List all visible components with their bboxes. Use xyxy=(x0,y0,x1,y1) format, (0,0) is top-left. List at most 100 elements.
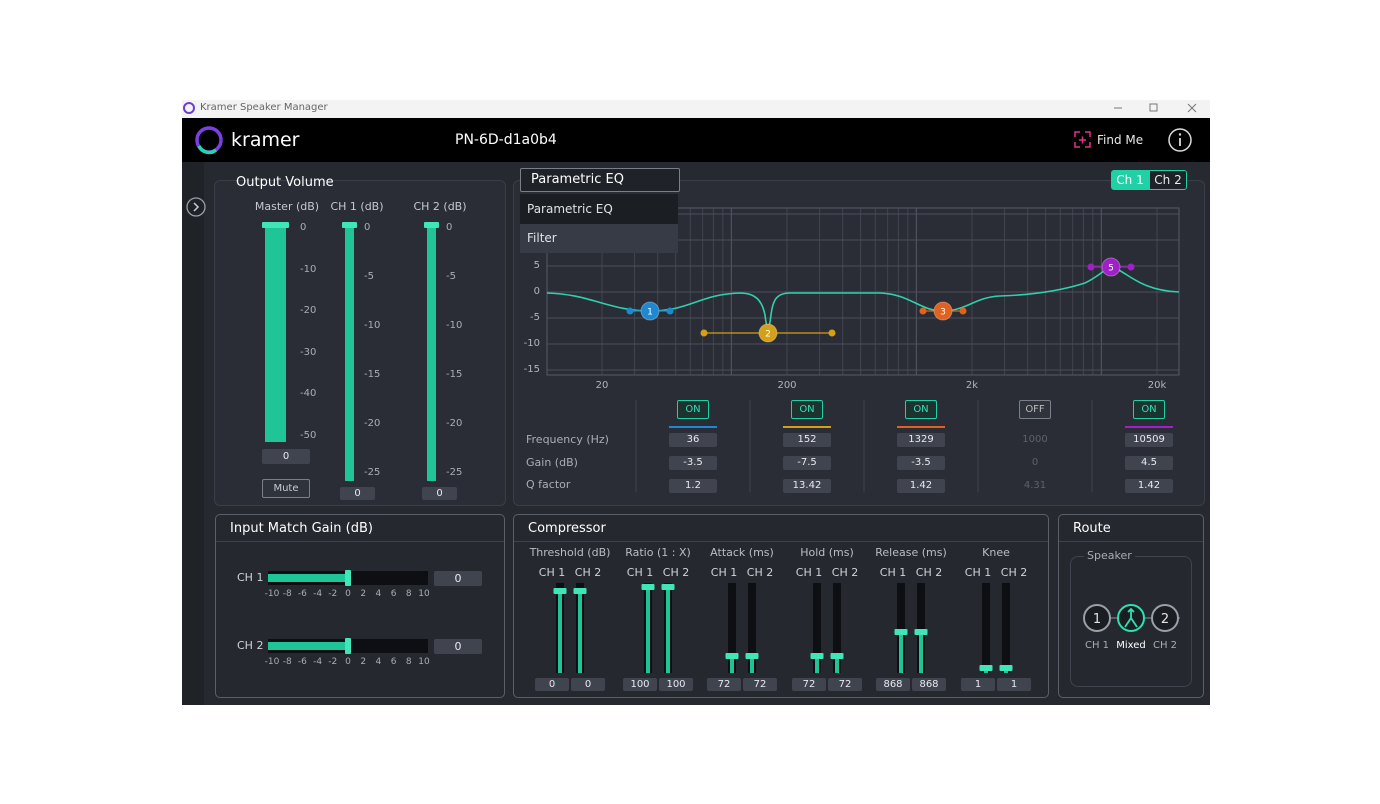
slider-thumb[interactable] xyxy=(999,665,1013,671)
band-toggle[interactable]: ON xyxy=(1133,400,1165,419)
compressor-panel xyxy=(513,514,1049,698)
param-label: Hold (ms) xyxy=(800,546,854,559)
param-label: Knee xyxy=(982,546,1010,559)
scale-label: 8 xyxy=(405,657,412,667)
channel-label: CH 1 xyxy=(879,566,907,579)
slider-track xyxy=(748,583,756,673)
slider-fill xyxy=(730,656,734,673)
param-value: 72 xyxy=(792,678,826,691)
y-tick-label: 5 xyxy=(533,260,540,271)
eq-curve xyxy=(546,267,1180,329)
slider-fill xyxy=(919,632,923,673)
band-handle[interactable] xyxy=(828,329,836,337)
slider-thumb[interactable] xyxy=(661,584,675,590)
route-option[interactable] xyxy=(1151,604,1179,632)
slider-thumb[interactable] xyxy=(262,222,289,228)
find-me[interactable]: Find Me xyxy=(1097,133,1144,147)
slider-thumb[interactable] xyxy=(573,588,587,594)
slider-tick: 0 xyxy=(446,222,453,233)
param-label: Ratio (1 : X) xyxy=(625,546,691,559)
slider-label: Master (dB) xyxy=(254,200,320,213)
slider-tick: -20 xyxy=(446,418,463,429)
close-icon[interactable] xyxy=(1187,103,1197,113)
band-handle[interactable] xyxy=(1087,263,1095,271)
dropdown-option-label[interactable]: Filter xyxy=(527,231,557,245)
header-bar xyxy=(182,118,1210,162)
channel-tab[interactable]: Ch 2 xyxy=(1149,170,1187,190)
y-tick-label: -5 xyxy=(530,312,540,323)
slider-fill xyxy=(666,587,670,673)
band-marker[interactable] xyxy=(640,301,660,321)
slider-thumb[interactable] xyxy=(830,653,844,659)
slider-fill xyxy=(578,591,582,673)
info-icon[interactable] xyxy=(1168,128,1192,152)
slider-thumb[interactable] xyxy=(424,222,439,228)
side-strip xyxy=(182,162,204,705)
param-label: Attack (ms) xyxy=(710,546,774,559)
panel-title: Route xyxy=(1073,521,1111,536)
param-value: 100 xyxy=(659,678,693,691)
slider-thumb[interactable] xyxy=(342,222,357,228)
band-marker[interactable] xyxy=(758,323,778,343)
slider-track xyxy=(1002,583,1010,673)
band-value: 1.42 xyxy=(897,479,945,493)
scale-label: -10 xyxy=(264,657,280,667)
band-toggle[interactable]: OFF xyxy=(1019,400,1051,419)
slider-thumb[interactable] xyxy=(345,570,351,586)
band-toggle[interactable]: ON xyxy=(905,400,937,419)
window-title: Kramer Speaker Manager xyxy=(200,102,328,113)
slider-track xyxy=(813,583,821,673)
route-option-label[interactable]: CH 1 xyxy=(1084,640,1110,651)
expand-button[interactable] xyxy=(186,197,206,217)
slider-tick: -15 xyxy=(364,369,381,380)
band-marker[interactable] xyxy=(933,301,953,321)
band-toggle[interactable]: ON xyxy=(677,400,709,419)
scale-label: 4 xyxy=(375,657,382,667)
divider xyxy=(514,541,1048,542)
slider-thumb[interactable] xyxy=(810,653,824,659)
slider-thumb[interactable] xyxy=(725,653,739,659)
scale-label: -8 xyxy=(282,589,292,599)
slider-thumb[interactable] xyxy=(745,653,759,659)
scale-label: -4 xyxy=(313,589,323,599)
slider-thumb[interactable] xyxy=(914,629,928,635)
band-handle[interactable] xyxy=(626,307,634,315)
dropdown-option[interactable] xyxy=(520,194,678,224)
divider xyxy=(216,541,504,542)
dropdown-option[interactable] xyxy=(520,224,678,253)
mute-button[interactable]: Mute xyxy=(262,479,310,498)
route-option[interactable] xyxy=(1083,604,1111,632)
band-handle[interactable] xyxy=(959,307,967,315)
slider-tick: 0 xyxy=(364,222,371,233)
scale-label: -6 xyxy=(297,657,307,667)
slider-track xyxy=(833,583,841,673)
route-option-label[interactable]: Mixed xyxy=(1116,640,1146,651)
slider-thumb[interactable] xyxy=(345,638,351,654)
param-value: 1 xyxy=(961,678,995,691)
band-handle[interactable] xyxy=(666,307,674,315)
band-handle[interactable] xyxy=(700,329,708,337)
slider-tick: -5 xyxy=(364,271,374,282)
band-handle[interactable] xyxy=(919,307,927,315)
find-me-icon[interactable] xyxy=(1074,131,1091,148)
band-marker[interactable] xyxy=(1101,257,1121,277)
slider-thumb[interactable] xyxy=(894,629,908,635)
slider-thumb[interactable] xyxy=(553,588,567,594)
dropdown-option-label[interactable]: Parametric EQ xyxy=(527,202,613,216)
band-value: 4.5 xyxy=(1125,456,1173,470)
maximize-icon[interactable] xyxy=(1149,103,1158,112)
scale-label: 0 xyxy=(345,589,351,599)
param-label: Release (ms) xyxy=(875,546,947,559)
slider-thumb[interactable] xyxy=(979,665,993,671)
band-handle[interactable] xyxy=(1127,263,1135,271)
band-toggle[interactable]: ON xyxy=(791,400,823,419)
channel-tab[interactable]: Ch 1 xyxy=(1111,170,1149,190)
route-option-label[interactable]: CH 2 xyxy=(1152,640,1178,651)
info-icon-dot xyxy=(1178,133,1182,136)
slider-thumb[interactable] xyxy=(641,584,655,590)
eq-mode-dropdown[interactable] xyxy=(520,168,680,192)
x-tick-label: 20k xyxy=(1147,380,1167,391)
channel-label: CH 1 xyxy=(710,566,738,579)
slider-tick: -5 xyxy=(446,271,456,282)
